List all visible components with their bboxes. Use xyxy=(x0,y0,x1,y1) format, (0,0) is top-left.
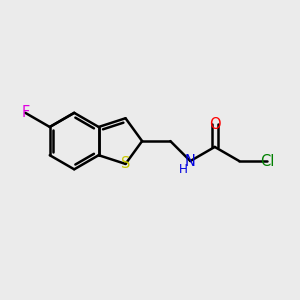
Text: Cl: Cl xyxy=(260,154,274,169)
Text: F: F xyxy=(21,105,29,120)
Text: H: H xyxy=(178,164,188,176)
Text: N: N xyxy=(185,154,196,169)
Text: S: S xyxy=(121,156,130,171)
Text: O: O xyxy=(209,117,220,132)
